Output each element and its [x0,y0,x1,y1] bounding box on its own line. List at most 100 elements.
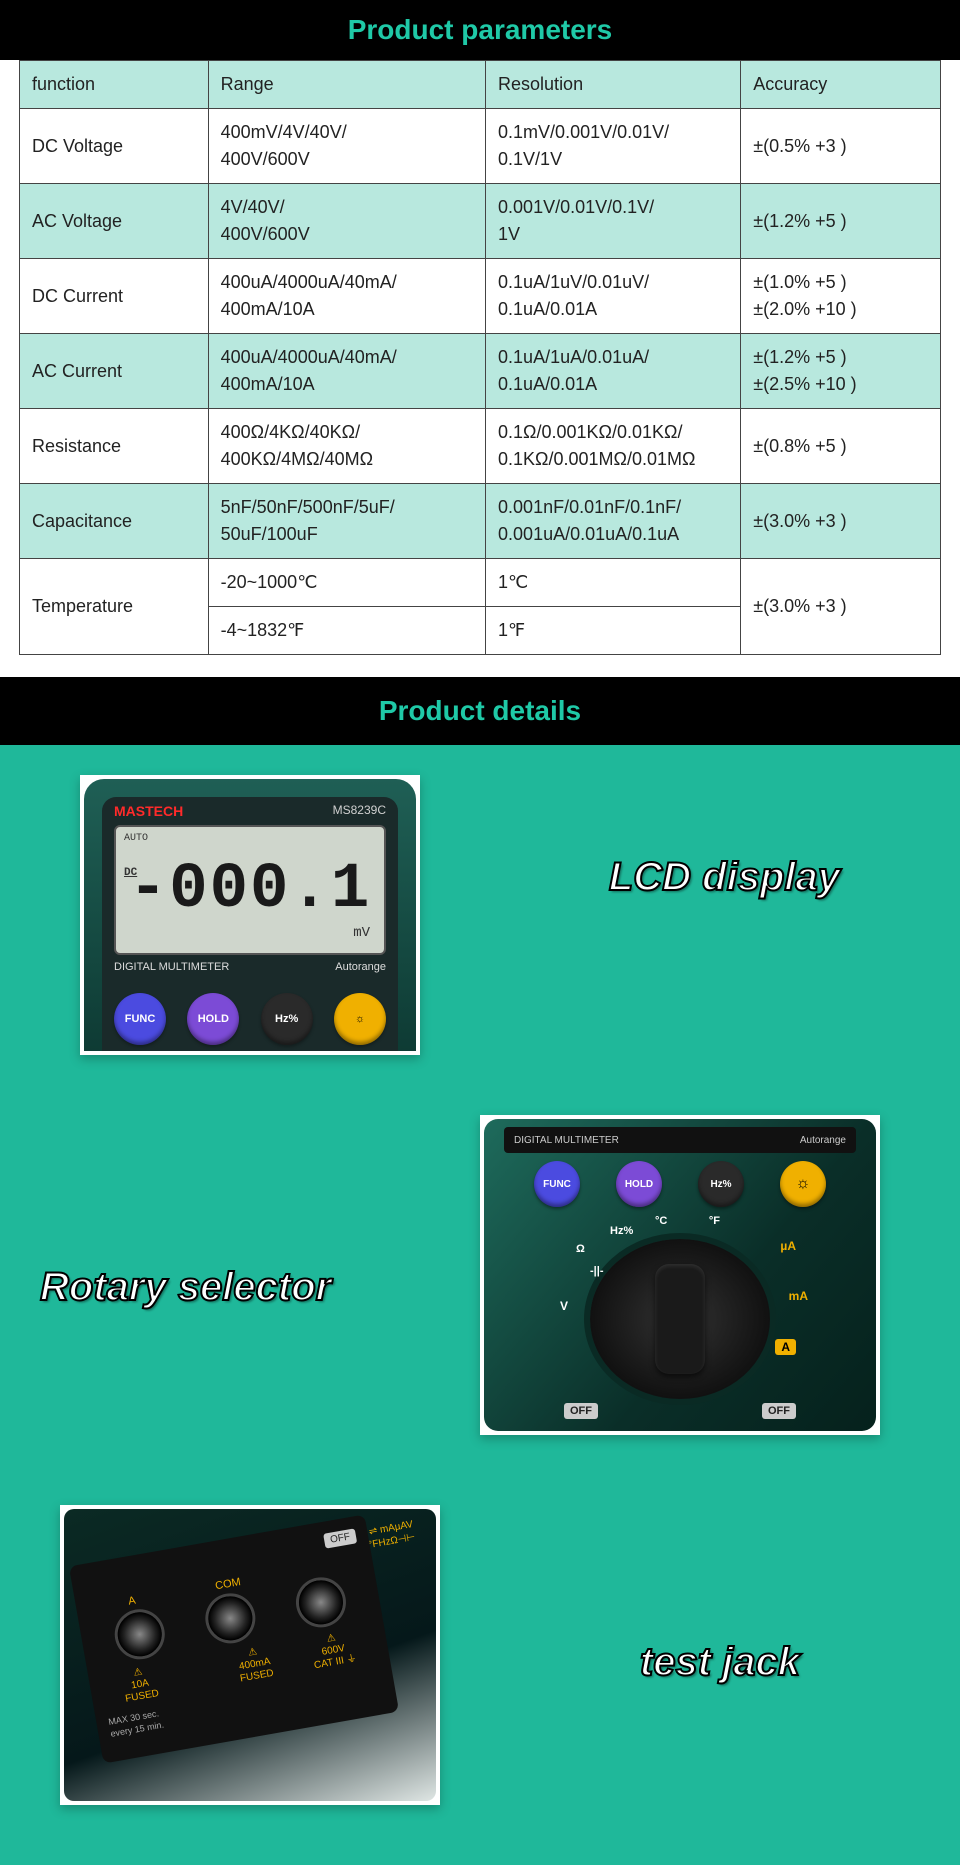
rotary-top-strip: DIGITAL MULTIMETER Autorange [504,1127,856,1153]
lcd-screen: AUTO DC -000.1 mV [114,825,386,955]
table-cell-function: AC Voltage [20,184,209,259]
lcd-auto: AUTO [124,833,148,844]
dial-knob-icon [655,1264,705,1374]
meter-body: MASTECH MS8239C AUTO DC -000.1 mV DIGITA… [84,779,416,1051]
jack-com-port[interactable] [205,1593,256,1644]
jack-a-port[interactable] [114,1609,165,1660]
rotary-hz-button[interactable]: Hz% [698,1161,744,1207]
table-cell-range: 400mV/4V/40V/ 400V/600V [208,109,485,184]
dial-off-left: OFF [564,1403,598,1419]
dial-cap: -||- [590,1265,603,1277]
table-cell-range: 400uA/4000uA/40mA/ 400mA/10A [208,334,485,409]
dial-f: °F [709,1215,720,1227]
subtitle-left: DIGITAL MULTIMETER [114,961,229,973]
jack-a-label: A [127,1595,136,1608]
table-cell-range: -20~1000℃ [208,559,485,607]
table-cell-resolution: 0.1uA/1uV/0.01uV/ 0.1uA/0.01A [486,259,741,334]
table-row: AC Current400uA/4000uA/40mA/ 400mA/10A0.… [20,334,941,409]
dial-c: °C [655,1215,667,1227]
hold-button[interactable]: HOLD [187,993,239,1045]
rotary-backlight-button[interactable]: ☼ [780,1161,826,1207]
jack-panel: OFF A COM ⚠ 10A FUSED ⚠ 400mA FUSED ⚠ 60… [69,1514,399,1763]
meter-button-row: FUNC HOLD Hz% ☼ [114,993,386,1045]
callout-lcd: LCD display [609,855,840,900]
table-cell-resolution: 0.1uA/1uA/0.01uA/ 0.1uA/0.01A [486,334,741,409]
table-cell-range: 5nF/50nF/500nF/5uF/ 50uF/100uF [208,484,485,559]
jack-photo: ⇌ mAµAV °C°FHzΩ⊣⊢ OFF A COM ⚠ 10A FUSED [60,1505,440,1805]
table-cell-accuracy: ±(1.2% +5 ) [741,184,941,259]
jack-a-warn: ⚠ 10A FUSED [120,1664,160,1705]
func-button[interactable]: FUNC [114,993,166,1045]
rotary-button-row: FUNC HOLD Hz% ☼ [534,1161,826,1207]
table-cell-function: DC Current [20,259,209,334]
rotary-hold-button[interactable]: HOLD [616,1161,662,1207]
dial-ohm: Ω [576,1243,585,1255]
table-cell-function: Resistance [20,409,209,484]
table-cell-resolution: 0.001V/0.01V/0.1V/ 1V [486,184,741,259]
dial-off-right: OFF [762,1403,796,1419]
spec-table-header: function Range Resolution Accuracy [20,61,941,109]
th-range: Range [208,61,485,109]
jack-v-warn: ⚠ 400mA FUSED [235,1644,275,1685]
table-cell-resolution: 0.1mV/0.001V/0.01V/ 0.1V/1V [486,109,741,184]
jack-v-port[interactable] [295,1577,346,1628]
rotary-body: DIGITAL MULTIMETER Autorange FUNC HOLD H… [484,1119,876,1431]
table-row: AC Voltage4V/40V/ 400V/600V0.001V/0.01V/… [20,184,941,259]
meter-subtitle: DIGITAL MULTIMETER Autorange [114,961,386,973]
table-cell-accuracy: ±(0.5% +3 ) [741,109,941,184]
table-cell-resolution: 0.001nF/0.01nF/0.1nF/ 0.001uA/0.01uA/0.1… [486,484,741,559]
table-cell-accuracy: ±(1.2% +5 ) ±(2.5% +10 ) [741,334,941,409]
table-cell-range: 400uA/4000uA/40mA/ 400mA/10A [208,259,485,334]
table-cell-function: Temperature [20,559,209,655]
rotary-photo: DIGITAL MULTIMETER Autorange FUNC HOLD H… [480,1115,880,1435]
table-cell-function: Capacitance [20,484,209,559]
backlight-button[interactable]: ☼ [334,993,386,1045]
brand-text: MASTECH [114,803,183,819]
subtitle-right: Autorange [335,961,386,973]
table-cell-resolution: 1℉ [486,607,741,655]
rotary-func-button[interactable]: FUNC [534,1161,580,1207]
table-row: DC Current400uA/4000uA/40mA/ 400mA/10A0.… [20,259,941,334]
table-row: Capacitance5nF/50nF/500nF/5uF/ 50uF/100u… [20,484,941,559]
parameters-header: Product parameters [0,0,960,60]
jack-com-warn [194,1657,200,1692]
table-cell-range: 4V/40V/ 400V/600V [208,184,485,259]
spec-table: function Range Resolution Accuracy DC Vo… [19,60,941,655]
jack-com-label: COM [214,1576,241,1592]
jack-off-label: OFF [323,1528,357,1548]
table-cell-accuracy: ±(3.0% +3 ) [741,484,941,559]
table-cell-range: 400Ω/4KΩ/40KΩ/ 400KΩ/4MΩ/40MΩ [208,409,485,484]
dial-ma: mA [789,1289,808,1303]
table-cell-range: -4~1832℉ [208,607,485,655]
dial-hz: Hz% [610,1225,633,1237]
table-row: DC Voltage400mV/4V/40V/ 400V/600V0.1mV/0… [20,109,941,184]
details-area: MASTECH MS8239C AUTO DC -000.1 mV DIGITA… [0,745,960,1865]
lcd-photo: MASTECH MS8239C AUTO DC -000.1 mV DIGITA… [80,775,420,1055]
jack-v-label [319,1562,321,1574]
rotary-top-left: DIGITAL MULTIMETER [514,1135,619,1146]
lcd-digits: -000.1 [129,854,371,926]
callout-rotary: Rotary selector [40,1265,331,1310]
table-cell-accuracy: ±(1.0% +5 ) ±(2.0% +10 ) [741,259,941,334]
jack-cat-warn: ⚠ 600V CAT III ⏚ [309,1629,358,1672]
jack-body: ⇌ mAµAV °C°FHzΩ⊣⊢ OFF A COM ⚠ 10A FUSED [64,1509,436,1801]
rotary-dial[interactable]: OFF OFF V Ω -||- Hz% °C °F µA mA A [570,1219,790,1419]
dial-ua: µA [780,1239,796,1253]
model-text: MS8239C [333,803,386,819]
lcd-mode: DC [124,867,137,879]
dial-v: V [560,1299,568,1313]
details-header: Product details [0,677,960,745]
table-cell-resolution: 0.1Ω/0.001KΩ/0.01KΩ/ 0.1KΩ/0.001MΩ/0.01M… [486,409,741,484]
dial-a: A [775,1339,796,1355]
hz-button[interactable]: Hz% [261,993,313,1045]
table-cell-accuracy: ±(3.0% +3 ) [741,559,941,655]
brand-row: MASTECH MS8239C [114,803,386,819]
th-function: function [20,61,209,109]
lcd-unit: mV [353,925,370,941]
callout-jack: test jack [640,1640,800,1685]
th-accuracy: Accuracy [741,61,941,109]
rotary-top-right: Autorange [800,1135,846,1146]
table-cell-function: AC Current [20,334,209,409]
table-row: Resistance400Ω/4KΩ/40KΩ/ 400KΩ/4MΩ/40MΩ0… [20,409,941,484]
table-row-temperature: Temperature-20~1000℃1℃±(3.0% +3 ) [20,559,941,607]
